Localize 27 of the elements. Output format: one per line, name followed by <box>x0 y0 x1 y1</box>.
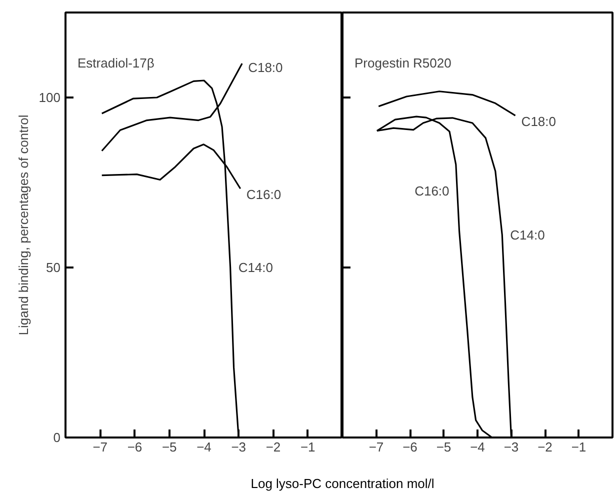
x-tick-label: −7 <box>92 440 108 454</box>
x-tick-label: −5 <box>436 440 452 454</box>
x-tick-label: −6 <box>402 440 418 454</box>
x-tick-label: −1 <box>300 440 316 454</box>
series-label: C18:0 <box>521 114 556 130</box>
x-tick-label: −3 <box>504 440 519 454</box>
x-tick-label: −4 <box>196 440 212 454</box>
x-tick-label: −6 <box>127 440 142 454</box>
text: Progestin R5020 <box>354 56 452 70</box>
text: Estradiol-17β <box>78 56 154 70</box>
series-label: C14:0 <box>510 227 545 242</box>
y-tick-label: 0 <box>53 430 61 445</box>
x-axis-title: Log lyso-PC concentration mol/l <box>250 475 434 493</box>
series-label: C14:0 <box>238 260 274 275</box>
x-tick-label: −3 <box>231 440 246 454</box>
x-tick-label: −2 <box>538 440 552 454</box>
series-label: C16:0 <box>414 184 450 199</box>
y-tick-label: 50 <box>46 260 61 275</box>
x-tick-label: −5 <box>162 440 177 454</box>
y-axis-title: Ligand binding, percentages of control <box>16 114 31 336</box>
x-tick-label: −7 <box>368 440 384 454</box>
y-tick-label: 100 <box>38 90 61 105</box>
x-tick-label: −1 <box>571 440 586 454</box>
x-tick-label: −2 <box>266 440 281 454</box>
series-label: C16:0 <box>246 187 282 202</box>
series-label: C18:0 <box>248 60 283 75</box>
x-tick-label: −4 <box>470 440 485 454</box>
